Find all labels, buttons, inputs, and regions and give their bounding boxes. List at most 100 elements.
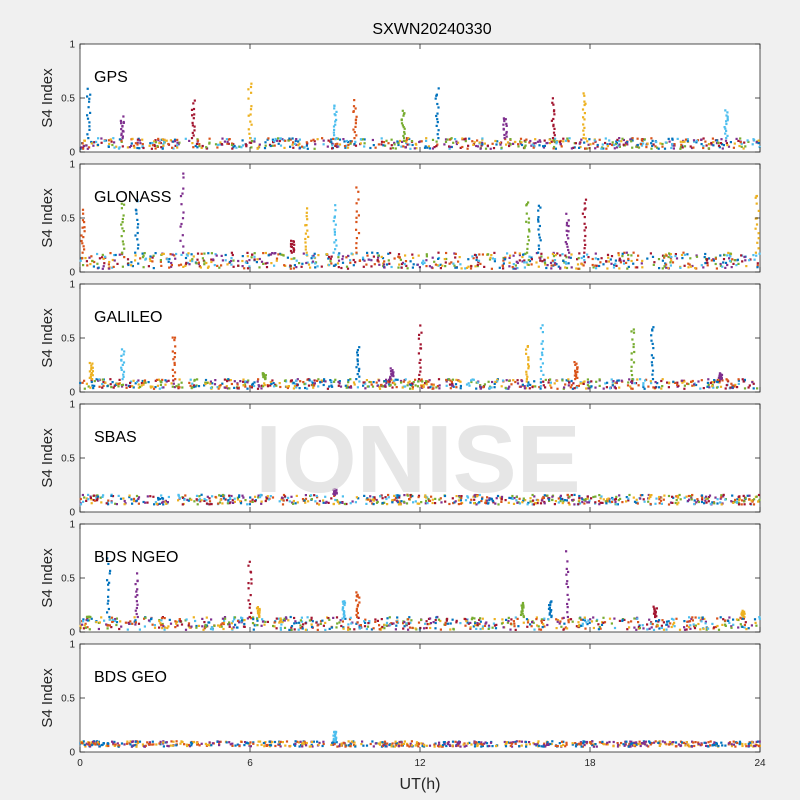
data-point	[405, 140, 408, 143]
spike-point	[539, 358, 542, 361]
data-point	[266, 138, 269, 141]
data-point	[375, 381, 378, 384]
data-point	[319, 380, 322, 384]
data-point	[750, 624, 753, 627]
data-point	[305, 253, 308, 256]
data-point	[682, 251, 685, 254]
data-point	[96, 743, 99, 746]
data-point	[696, 139, 700, 142]
data-point	[738, 740, 742, 743]
spike-point	[632, 361, 636, 364]
spike-point	[356, 349, 359, 352]
data-point	[102, 742, 105, 745]
data-point	[352, 258, 355, 262]
data-point	[343, 502, 346, 506]
data-point	[551, 139, 554, 142]
data-point	[606, 145, 609, 148]
data-point	[313, 379, 316, 382]
data-point	[613, 626, 617, 630]
data-point	[86, 147, 89, 150]
data-point	[279, 385, 282, 389]
data-point	[276, 139, 279, 142]
data-point	[383, 741, 387, 745]
data-point	[312, 740, 315, 743]
data-point	[223, 140, 226, 143]
data-point	[529, 500, 532, 503]
data-point	[173, 254, 176, 257]
data-point	[518, 745, 521, 748]
data-point	[687, 620, 690, 623]
data-point	[743, 255, 746, 259]
data-point	[529, 497, 532, 500]
data-point	[189, 741, 193, 744]
data-point	[385, 621, 389, 624]
spike-point	[542, 373, 545, 376]
data-point	[322, 143, 325, 146]
data-point	[375, 501, 379, 504]
spike-point	[419, 358, 422, 361]
data-point	[518, 740, 521, 743]
data-point	[313, 384, 316, 387]
data-point	[161, 138, 164, 141]
data-point	[744, 621, 747, 624]
data-point	[731, 258, 734, 261]
data-point	[222, 621, 226, 624]
data-point	[430, 383, 433, 386]
data-point	[164, 383, 167, 386]
spike-point	[541, 353, 544, 357]
data-point	[378, 385, 381, 388]
data-point	[752, 138, 755, 141]
spike-point	[565, 242, 568, 246]
data-point	[203, 499, 206, 502]
spike-point	[723, 126, 726, 129]
data-point	[365, 627, 368, 631]
data-point	[101, 386, 104, 389]
data-point	[340, 744, 343, 747]
data-point	[704, 741, 707, 744]
data-point	[142, 266, 145, 269]
data-point	[560, 625, 563, 628]
data-point	[491, 745, 494, 748]
data-point	[717, 628, 721, 631]
data-point	[378, 263, 381, 266]
data-point	[519, 142, 522, 145]
data-point	[597, 628, 600, 631]
data-point	[414, 744, 417, 747]
data-point	[434, 627, 437, 630]
data-point	[707, 500, 710, 503]
data-point	[649, 741, 652, 744]
data-point	[364, 621, 367, 624]
data-point	[153, 626, 157, 629]
spike-point	[135, 590, 138, 593]
data-point	[524, 499, 527, 502]
data-point	[158, 620, 161, 623]
data-point	[487, 380, 490, 383]
data-point	[599, 261, 602, 264]
data-point	[372, 255, 375, 258]
data-point	[518, 259, 521, 262]
data-point	[494, 627, 498, 630]
data-point	[602, 387, 605, 390]
data-point	[730, 743, 733, 746]
data-point	[165, 502, 168, 505]
data-point	[602, 263, 605, 266]
data-point	[556, 387, 559, 390]
data-point	[169, 253, 172, 256]
data-point	[700, 138, 703, 141]
data-point	[84, 626, 87, 629]
data-point	[475, 503, 478, 506]
data-point	[700, 264, 703, 267]
spike-point	[355, 220, 358, 224]
data-point	[398, 740, 401, 744]
data-point	[529, 383, 532, 386]
data-point	[388, 383, 391, 386]
spike-point	[120, 235, 123, 238]
spike-point	[343, 600, 346, 603]
data-point	[611, 496, 614, 500]
data-point	[695, 255, 699, 258]
data-point	[218, 501, 222, 504]
data-point	[622, 143, 625, 146]
data-point	[707, 627, 710, 630]
data-point	[565, 256, 568, 259]
data-point	[406, 143, 409, 146]
